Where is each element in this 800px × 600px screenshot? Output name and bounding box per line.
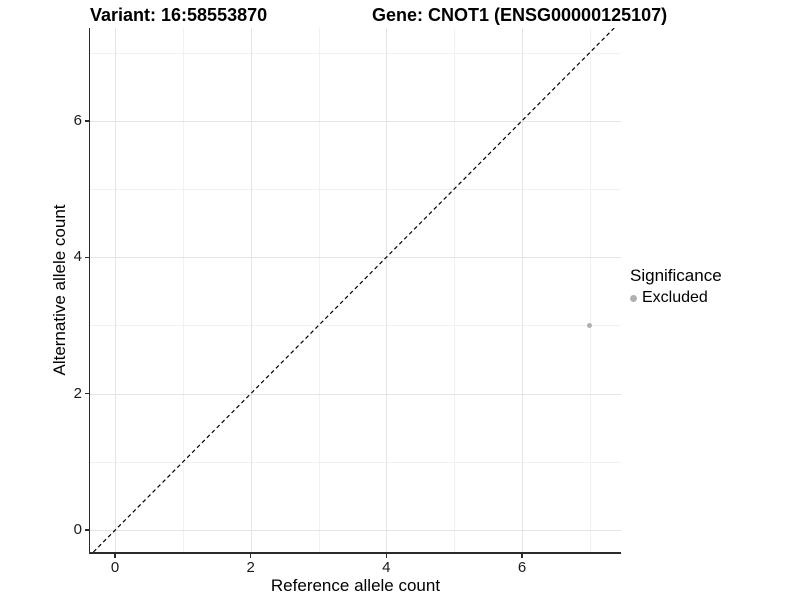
y-tick-mark bbox=[84, 529, 89, 531]
gridline-x-minor bbox=[454, 28, 456, 552]
gridline-y-minor bbox=[90, 52, 621, 54]
y-tick-label: 6 bbox=[73, 111, 82, 129]
y-axis-line bbox=[88, 28, 90, 554]
gridline-y-minor bbox=[90, 189, 621, 191]
x-tick-label: 2 bbox=[246, 559, 255, 576]
x-tick-label: 0 bbox=[110, 559, 120, 576]
x-tick-mark bbox=[385, 553, 388, 558]
y-tick-mark bbox=[84, 392, 89, 395]
x-axis-title: Reference allele count bbox=[270, 576, 441, 595]
y-axis-title: Alternative allele count bbox=[50, 204, 69, 376]
gridline-x-major bbox=[386, 28, 388, 552]
gridline-x-minor bbox=[182, 28, 184, 552]
plot-title-gene: Gene: CNOT1 (ENSG00000125107) bbox=[372, 5, 668, 25]
gridline-x-major bbox=[250, 28, 252, 552]
gridline-x-minor bbox=[318, 28, 320, 552]
gridline-y-major bbox=[90, 257, 621, 259]
legend-item-excluded: Excluded bbox=[630, 289, 722, 307]
y-tick-label: 2 bbox=[73, 384, 82, 402]
x-tick-mark bbox=[249, 553, 252, 558]
y-tick-mark bbox=[84, 256, 89, 258]
gridline-y-minor bbox=[90, 325, 621, 327]
gridline-y-minor bbox=[90, 461, 621, 463]
legend-item-label: Excluded bbox=[642, 289, 708, 306]
legend-point-icon bbox=[630, 294, 637, 302]
legend-title: Significance bbox=[630, 266, 722, 285]
y-tick-mark bbox=[84, 120, 89, 122]
x-tick-mark bbox=[521, 553, 523, 558]
identity-line bbox=[92, 28, 615, 552]
gridline-y-major bbox=[90, 530, 621, 532]
x-tick-label: 4 bbox=[382, 559, 391, 576]
gridline-x-major bbox=[521, 28, 523, 552]
data-point bbox=[587, 322, 593, 328]
gridline-y-major bbox=[90, 120, 621, 122]
legend: Significance Excluded bbox=[630, 266, 722, 307]
gridline-x-minor bbox=[589, 28, 591, 552]
x-tick-mark bbox=[114, 553, 116, 558]
gridline-y-major bbox=[90, 393, 621, 395]
x-axis-line bbox=[88, 552, 621, 554]
identity-line-path bbox=[92, 28, 615, 552]
y-tick-label: 0 bbox=[73, 521, 82, 539]
x-tick-label: 6 bbox=[517, 559, 527, 576]
gridline-x-major bbox=[115, 28, 117, 552]
plot-title-variant: Variant: 16:58553870 bbox=[90, 5, 268, 25]
plot-panel bbox=[90, 28, 621, 552]
y-tick-label: 4 bbox=[73, 248, 82, 266]
